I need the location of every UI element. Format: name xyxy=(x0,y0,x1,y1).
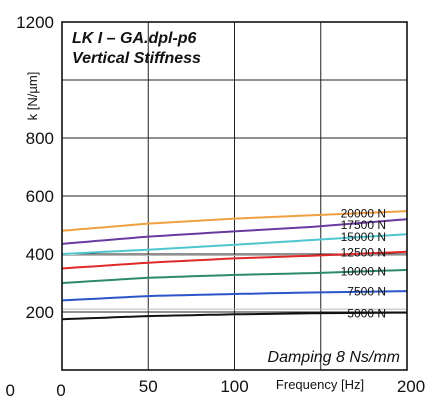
series-label: 17500 N xyxy=(341,218,386,232)
series-label: 12500 N xyxy=(341,245,386,259)
x-axis-label: Frequency [Hz] xyxy=(276,377,364,392)
series-label: 7500 N xyxy=(347,285,386,299)
series-lines xyxy=(61,210,408,321)
damping-annotation: Damping 8 Ns/mm xyxy=(268,349,400,366)
y-tick-label: 800 xyxy=(26,129,54,148)
chart-title-line-2: Vertical Stiffness xyxy=(72,50,201,67)
plot-frame xyxy=(61,21,408,371)
grid xyxy=(62,22,407,370)
series-label: 20000 N xyxy=(341,206,386,220)
y-tick-label: 1200 xyxy=(16,13,54,32)
x-tick-label: 50 xyxy=(139,377,158,396)
series-line xyxy=(61,268,408,284)
series-line xyxy=(61,250,408,270)
y-axis-label: k [N/µm] xyxy=(25,72,40,121)
y-tick-label: 400 xyxy=(26,245,54,264)
y-tick-label: 200 xyxy=(26,303,54,322)
x-tick-label: 200 xyxy=(397,377,425,396)
series-line xyxy=(61,290,408,302)
series-label: 15000 N xyxy=(341,230,386,244)
x-tick-label: 100 xyxy=(220,377,248,396)
y-tick-labels: 200 400 600 800 1200 xyxy=(16,13,54,322)
series-label: 10000 N xyxy=(341,264,386,278)
chart-title-line-1: LK I – GA.dpl-p6 xyxy=(72,30,197,47)
y-tick-label: 600 xyxy=(26,187,54,206)
x-tick-labels: 50 100 200 xyxy=(139,377,425,396)
y-origin-label: 0 xyxy=(6,381,15,400)
x-origin-label: 0 xyxy=(56,381,65,400)
reference-lines xyxy=(62,254,407,310)
series-line xyxy=(61,233,408,255)
series-label: 5000 N xyxy=(347,306,386,320)
series-line xyxy=(61,218,408,245)
series-line xyxy=(61,210,408,232)
series-line xyxy=(61,311,407,321)
